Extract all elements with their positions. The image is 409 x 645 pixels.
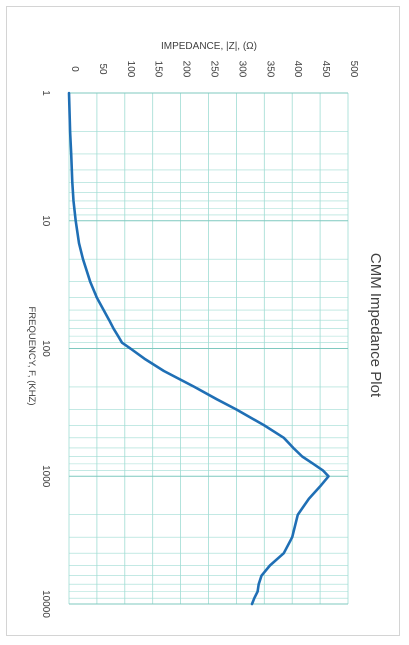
- y-tick-label: 400: [292, 61, 303, 78]
- y-tick-label: 200: [181, 61, 192, 78]
- impedance-series-line: [67, 91, 330, 606]
- y-tick-label: 300: [236, 61, 247, 78]
- y-tick-label: 500: [348, 61, 359, 78]
- x-tick-label: 10: [40, 215, 51, 227]
- x-axis-label: FREQUENCY, F, (KHZ): [26, 306, 37, 405]
- y-tick-label: 450: [320, 61, 331, 78]
- y-tick-label: 50: [97, 63, 108, 75]
- chart-title: CMM Impedance Plot: [367, 253, 384, 398]
- x-tick-label: 1: [40, 90, 51, 96]
- y-tick-label: 250: [209, 61, 220, 78]
- grid: [68, 92, 349, 605]
- x-tick-label: 100: [40, 340, 51, 357]
- impedance-chart: 0 50 100 150 200 250 300 350 400 450 500 1 10 100 1000…: [26, 41, 384, 619]
- y-tick-label: 350: [264, 61, 275, 78]
- y-axis-label: IMPEDANCE, |Z|, (Ω): [161, 41, 257, 52]
- x-tick-label: 10000: [40, 590, 51, 618]
- y-tick-label: 100: [125, 61, 136, 78]
- tick-labels: 0 50 100 150 200 250 300 350 400 450 500 1 10 100 1000…: [40, 61, 359, 619]
- y-tick-label: 0: [69, 66, 80, 72]
- x-tick-label: 1000: [40, 465, 51, 488]
- series: [67, 91, 330, 606]
- y-tick-label: 150: [153, 61, 164, 78]
- chart-frame: 0 50 100 150 200 250 300 350 400 450 500 1 10 100 1000…: [6, 6, 400, 636]
